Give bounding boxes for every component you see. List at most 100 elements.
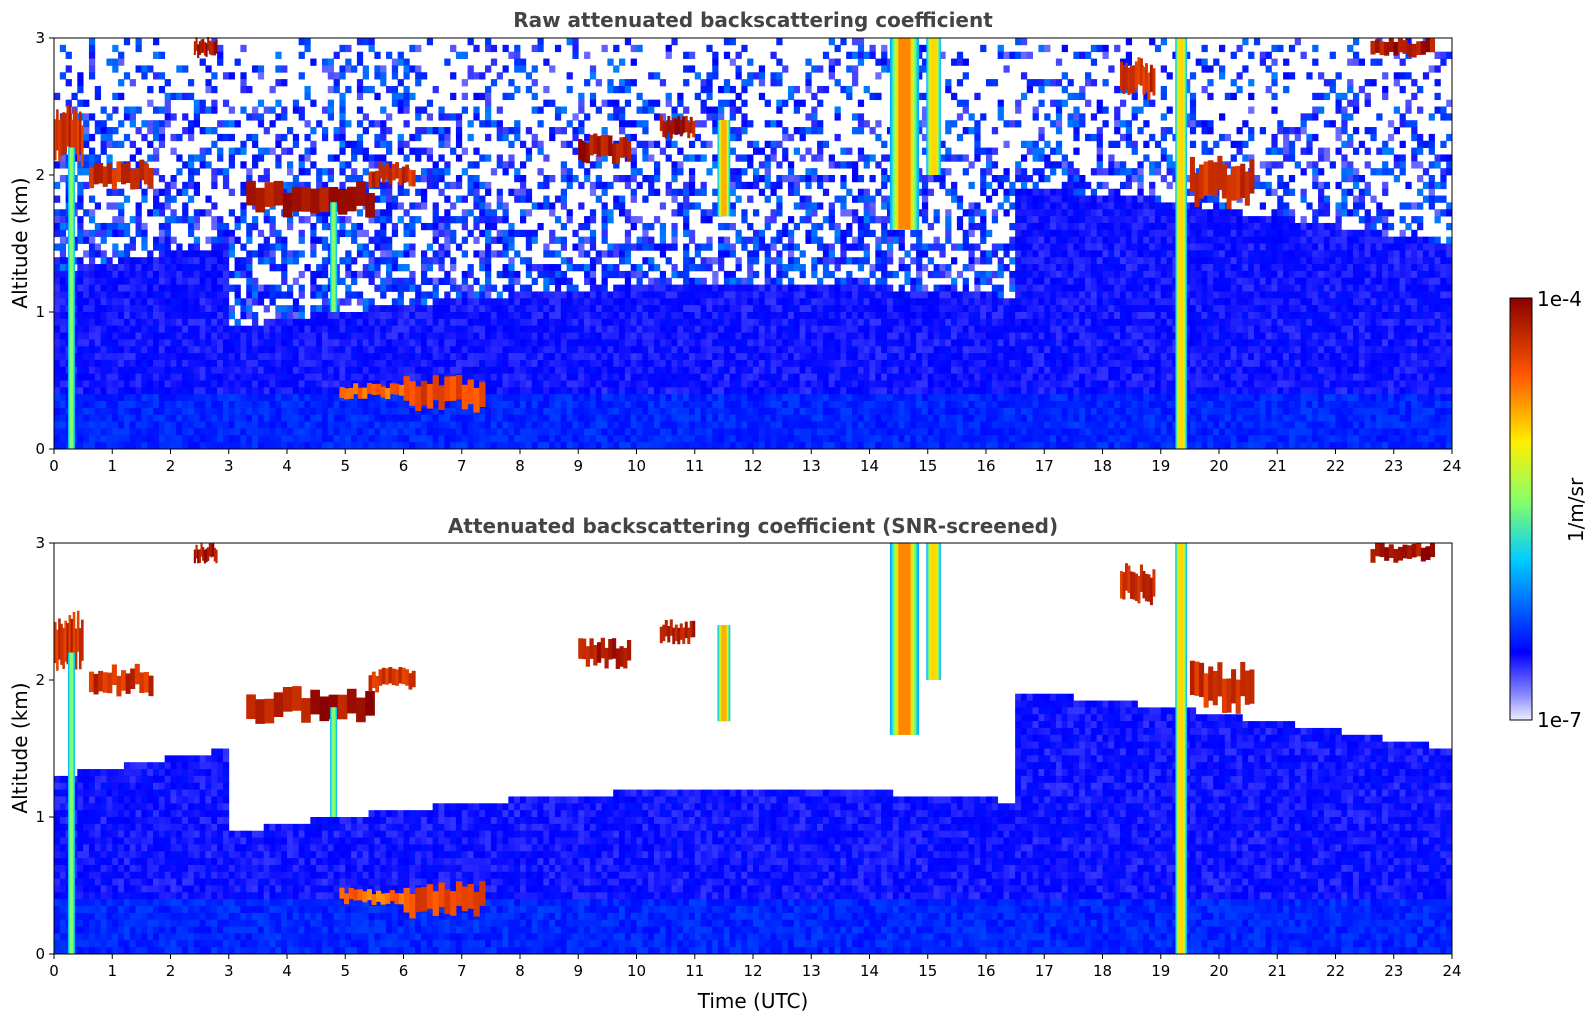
heatmap-cell [1154,209,1162,217]
heatmap-cell [1149,298,1156,306]
heatmap-cell [1248,236,1255,244]
heatmap-cell [624,120,632,128]
heatmap-cell [1114,243,1121,251]
heatmap-cell [683,264,690,272]
heatmap-cell [1189,127,1197,135]
heatmap-cell [688,312,696,320]
heatmap-cell [921,298,929,306]
heatmap-cell [473,298,480,306]
heatmap-cell [1259,298,1267,306]
heatmap-cell [1137,264,1144,272]
heatmap-cell [356,243,364,251]
heatmap-cell [549,99,556,107]
heatmap-cell [805,229,812,238]
heatmap-cell [764,257,771,265]
heatmap-cell [939,243,946,251]
heatmap-cell [1219,250,1226,258]
heatmap-cell [822,250,830,258]
heatmap-cell [648,106,655,114]
heatmap-cell [415,154,422,162]
heatmap-cell [683,277,690,285]
heatmap-cell [135,291,142,299]
heatmap-cell [222,298,230,306]
heatmap-cell [461,298,468,306]
heatmap-cell [857,257,865,265]
heatmap-cell [1294,222,1301,231]
heatmap-cell [240,181,247,190]
heatmap-cell [77,202,84,210]
heatmap-cell [240,305,247,313]
heatmap-cell [1224,161,1232,169]
heatmap-cell [1032,79,1039,87]
heatmap-cell [700,264,707,272]
heatmap-cell [403,305,410,313]
heatmap-cell [549,250,556,258]
heatmap-cell [578,222,585,231]
heatmap-cell [1143,216,1150,224]
heatmap-cell [1265,291,1272,299]
heatmap-cell [1370,257,1377,265]
heatmap-cell [945,154,952,162]
heatmap-cell [1376,229,1383,238]
heatmap-cell [543,264,550,272]
heatmap-cell [1219,277,1226,285]
heatmap-cell [688,264,696,272]
heatmap-cell [589,257,597,265]
heatmap-cell [1446,243,1453,251]
heatmap-cell [1061,85,1068,94]
heatmap-cell [986,257,993,265]
heatmap-cell [1352,147,1360,155]
heatmap-cell [1020,181,1028,190]
heatmap-cell [1248,264,1255,272]
heatmap-cell [1288,127,1296,135]
heatmap-cell [770,154,777,162]
heatmap-cell [118,229,125,238]
heatmap-cell [986,312,993,320]
heatmap-cell [1090,229,1098,238]
heatmap-cell [1417,216,1424,224]
heatmap-cell [735,284,742,292]
heatmap-cell [153,257,160,265]
heatmap-cell [1166,305,1173,313]
heatmap-cell [1294,38,1301,46]
heatmap-cell [1119,264,1127,272]
heatmap-cell [54,222,61,231]
heatmap-cell [1259,229,1267,238]
heatmap-cell [496,195,503,203]
heatmap-cell [1271,298,1278,306]
heatmap-cell [1399,298,1406,306]
heatmap-cell [706,312,713,320]
heatmap-cell [252,222,259,231]
heatmap-cell [397,147,404,155]
heatmap-cell [1003,120,1010,128]
heatmap-cell [222,120,230,128]
heatmap-cell [228,270,235,279]
heatmap-cell [531,140,538,148]
heatmap-cell [450,312,457,320]
heatmap-cell [106,270,113,279]
heatmap-cell [1440,243,1447,251]
heatmap-cell [1131,92,1138,101]
heatmap-cell [677,168,684,176]
heatmap-cell [1283,305,1290,313]
heatmap-cell [956,154,964,162]
heatmap-cell [1044,236,1051,244]
heatmap-cell [508,270,515,279]
heatmap-cell [619,298,626,306]
heatmap-cell [846,65,853,73]
heatmap-cell [275,154,282,162]
heatmap-cell [1032,270,1039,279]
heatmap-cell [1347,257,1354,265]
heatmap-cell [88,291,96,299]
heatmap-cell [339,298,346,306]
heatmap-cell [1248,270,1255,279]
heatmap-cell [554,113,562,121]
heatmap-cell [217,243,224,251]
heatmap-cell [1364,270,1371,279]
heatmap-cell [1149,38,1156,46]
heatmap-cell [88,38,96,46]
heatmap-cell [1114,209,1121,217]
heatmap-cell [1131,243,1138,251]
heatmap-cell [822,284,830,292]
heatmap-cell [1399,305,1406,313]
